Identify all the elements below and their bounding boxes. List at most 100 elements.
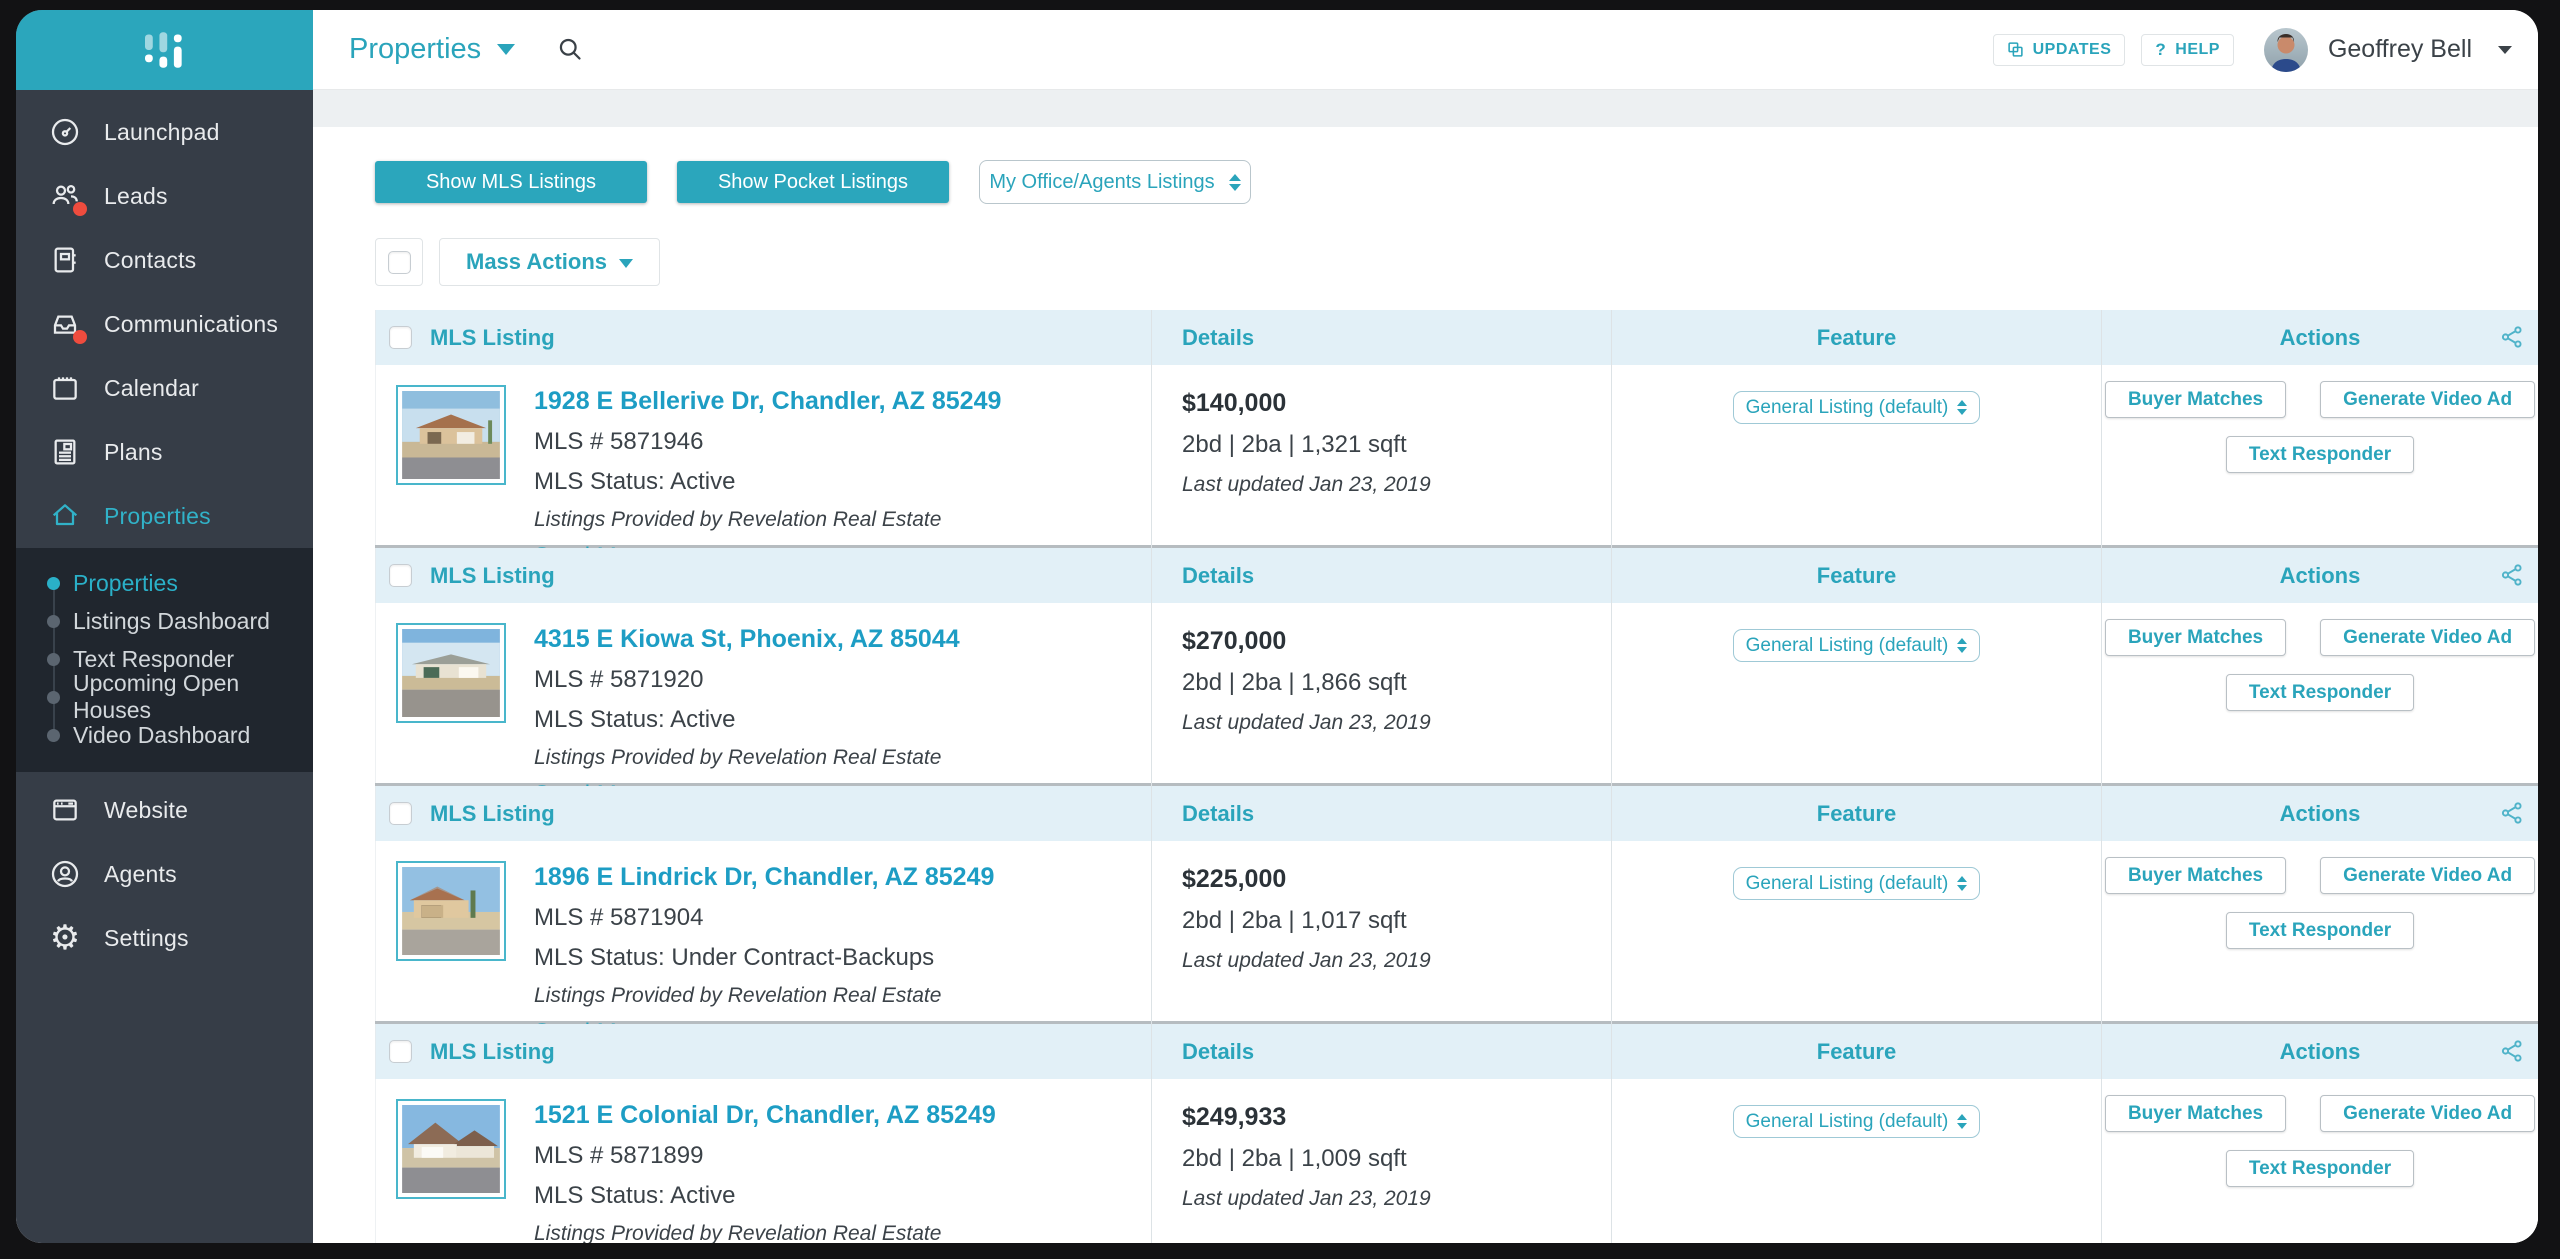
column-header-actions: Actions: [2279, 800, 2361, 826]
sidebar-item-website[interactable]: Website: [16, 778, 313, 842]
column-header-details: Details: [1182, 800, 1255, 826]
page-title[interactable]: Properties: [349, 33, 482, 65]
sidebar-item-properties[interactable]: Properties: [16, 484, 313, 548]
feature-select-value: General Listing (default): [1745, 634, 1949, 656]
search-icon[interactable]: [557, 36, 584, 63]
listing-address-link[interactable]: 4315 E Kiowa St, Phoenix, AZ 85044: [534, 625, 960, 653]
submenu-item-upcoming-open-houses[interactable]: Upcoming Open Houses: [16, 670, 313, 723]
feature-select[interactable]: General Listing (default): [1732, 867, 1981, 900]
sidebar-item-settings[interactable]: ⚙ Settings: [16, 906, 313, 970]
listing-provided-by: Listings Provided by Revelation Real Est…: [534, 508, 942, 531]
listing-mls-number: MLS # 5871920: [534, 666, 704, 693]
listing-address-link[interactable]: 1521 E Colonial Dr, Chandler, AZ 85249: [534, 1101, 996, 1129]
share-icon[interactable]: [2499, 800, 2525, 826]
show-pocket-listings-button[interactable]: Show Pocket Listings: [677, 161, 949, 203]
communications-icon: [48, 307, 87, 344]
sidebar-item-launchpad[interactable]: Launchpad: [16, 100, 313, 164]
listing-card: MLS Listing Details Feature Actions: [375, 1021, 2538, 1243]
sidebar-nav: Launchpad Leads Contacts: [16, 90, 313, 548]
user-menu-caret-icon[interactable]: [2498, 45, 2512, 54]
generate-video-ad-button[interactable]: Generate Video Ad: [2320, 619, 2536, 656]
sidebar-item-leads[interactable]: Leads: [16, 164, 313, 228]
office-agents-listings-select[interactable]: My Office/Agents Listings: [979, 160, 1251, 204]
listing-mls-status: MLS Status: Active: [534, 1182, 736, 1209]
sidebar: Launchpad Leads Contacts: [16, 10, 313, 1243]
topbar-right: UPDATES ? HELP Geoffrey Bell: [1992, 27, 2512, 72]
share-icon[interactable]: [2499, 562, 2525, 588]
sidebar-item-calendar[interactable]: Calendar: [16, 356, 313, 420]
sidebar-item-contacts[interactable]: Contacts: [16, 228, 313, 292]
submenu-item-properties[interactable]: Properties: [16, 564, 313, 602]
contacts-icon: [48, 243, 82, 277]
listing-checkbox[interactable]: [389, 1040, 412, 1063]
listing-checkbox[interactable]: [389, 326, 412, 349]
listing-checkbox[interactable]: [389, 802, 412, 825]
buyer-matches-button[interactable]: Buyer Matches: [2104, 1095, 2287, 1132]
generate-video-ad-button[interactable]: Generate Video Ad: [2320, 1095, 2536, 1132]
logo-bar[interactable]: [16, 10, 313, 90]
text-responder-button[interactable]: Text Responder: [2225, 1150, 2415, 1187]
select-all-checkbox-box[interactable]: [375, 238, 423, 286]
communications-notification-badge: [73, 330, 87, 344]
listing-checkbox[interactable]: [389, 564, 412, 587]
listing-card-header: MLS Listing Details Feature Actions: [375, 786, 2538, 841]
select-all-checkbox[interactable]: [387, 250, 411, 274]
submenu-item-text-responder[interactable]: Text Responder: [16, 640, 313, 678]
buyer-matches-button[interactable]: Buyer Matches: [2104, 619, 2287, 656]
text-responder-button[interactable]: Text Responder: [2225, 674, 2415, 711]
submenu-label: Video Dashboard: [73, 721, 251, 748]
sidebar-item-communications[interactable]: Communications: [16, 292, 313, 356]
properties-submenu: Properties Listings Dashboard Text Respo…: [16, 548, 313, 772]
submenu-item-video-dashboard[interactable]: Video Dashboard: [16, 716, 313, 754]
listing-card-body: 1521 E Colonial Dr, Chandler, AZ 85249 M…: [375, 1079, 2538, 1243]
buyer-matches-button[interactable]: Buyer Matches: [2104, 381, 2287, 418]
listing-price: $140,000: [1182, 389, 1287, 417]
generate-video-ad-button[interactable]: Generate Video Ad: [2320, 381, 2536, 418]
sidebar-item-plans[interactable]: Plans: [16, 420, 313, 484]
show-mls-listings-button[interactable]: Show MLS Listings: [375, 161, 647, 203]
feature-select[interactable]: General Listing (default): [1732, 629, 1981, 662]
user-avatar[interactable]: [2263, 27, 2308, 72]
listing-card-body: 1928 E Bellerive Dr, Chandler, AZ 85249 …: [375, 365, 2538, 571]
updates-icon: [2007, 42, 2023, 57]
sidebar-item-agents[interactable]: Agents: [16, 842, 313, 906]
listing-photo[interactable]: [396, 623, 506, 723]
feature-select[interactable]: General Listing (default): [1732, 1105, 1981, 1138]
submenu-item-listings-dashboard[interactable]: Listings Dashboard: [16, 602, 313, 640]
text-responder-button[interactable]: Text Responder: [2225, 912, 2415, 949]
generate-video-ad-button[interactable]: Generate Video Ad: [2320, 857, 2536, 894]
feature-select-value: General Listing (default): [1745, 396, 1949, 418]
feature-select-value: General Listing (default): [1745, 1110, 1949, 1132]
feature-select[interactable]: General Listing (default): [1732, 391, 1981, 424]
help-button[interactable]: ? HELP: [2141, 33, 2234, 66]
listing-provided-by: Listings Provided by Revelation Real Est…: [534, 746, 942, 769]
buyer-matches-button[interactable]: Buyer Matches: [2104, 857, 2287, 894]
listing-address-link[interactable]: 1928 E Bellerive Dr, Chandler, AZ 85249: [534, 387, 1002, 415]
select-updown-icon: [1228, 173, 1241, 191]
listing-card: MLS Listing Details Feature Actions: [375, 310, 2538, 571]
column-header-actions: Actions: [2279, 324, 2361, 350]
mass-actions-button[interactable]: Mass Actions: [439, 238, 661, 286]
updates-button[interactable]: UPDATES: [1992, 33, 2126, 66]
sidebar-item-label: Calendar: [104, 374, 199, 401]
share-icon[interactable]: [2499, 324, 2525, 350]
leads-icon: [48, 179, 87, 216]
listing-photo[interactable]: [396, 861, 506, 961]
submenu-bullet: [47, 576, 60, 590]
mass-actions-bar: Mass Actions: [375, 238, 2538, 286]
column-header-details: Details: [1182, 1038, 1255, 1064]
page-title-dropdown-caret-icon[interactable]: [497, 44, 516, 55]
listing-card-header: MLS Listing Details Feature Actions: [375, 310, 2538, 365]
text-responder-button[interactable]: Text Responder: [2225, 436, 2415, 473]
help-label: HELP: [2175, 40, 2220, 58]
submenu-label: Upcoming Open Houses: [73, 670, 240, 723]
listing-price: $270,000: [1182, 627, 1287, 655]
sidebar-item-label: Agents: [104, 860, 177, 887]
listing-address-link[interactable]: 1896 E Lindrick Dr, Chandler, AZ 85249: [534, 863, 995, 891]
listing-photo[interactable]: [396, 1099, 506, 1199]
column-header-actions: Actions: [2279, 1038, 2361, 1064]
user-name[interactable]: Geoffrey Bell: [2327, 35, 2472, 63]
mass-actions-caret-icon: [619, 259, 634, 268]
listing-photo[interactable]: [396, 385, 506, 485]
share-icon[interactable]: [2499, 1038, 2525, 1064]
